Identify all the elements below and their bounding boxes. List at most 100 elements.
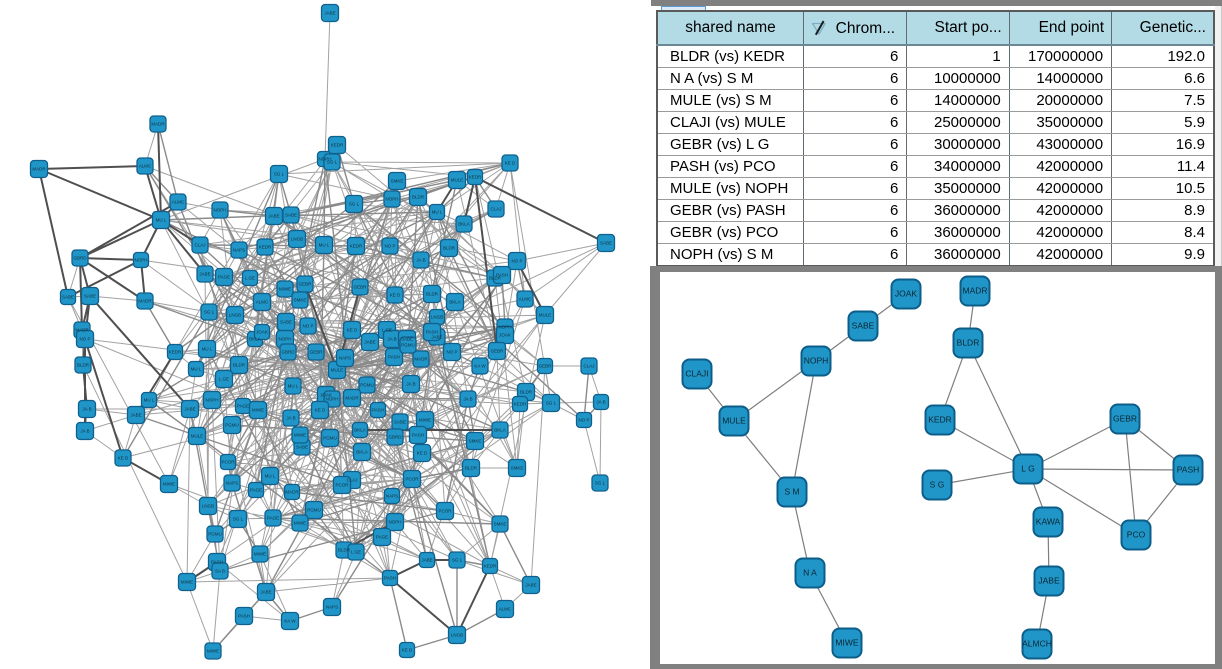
svg-text:PAGE: PAGE [376, 535, 388, 540]
svg-text:ALMC: ALMC [519, 297, 532, 302]
svg-text:MADR: MADR [138, 299, 152, 304]
svg-text:PGMU: PGMU [323, 436, 337, 441]
svg-text:MU L: MU L [265, 474, 276, 479]
svg-text:BKLA: BKLA [494, 428, 506, 433]
svg-text:GEBR: GEBR [354, 285, 368, 290]
svg-text:MIWE: MIWE [294, 433, 306, 438]
svg-text:SMKE: SMKE [391, 179, 404, 184]
svg-text:BLDR: BLDR [412, 195, 425, 200]
svg-text:PASH: PASH [426, 330, 438, 335]
svg-text:SABE: SABE [296, 445, 308, 450]
svg-text:PASH: PASH [496, 273, 508, 278]
svg-text:KE D: KE D [347, 328, 358, 333]
svg-text:ALMC: ALMC [256, 300, 269, 305]
svg-text:JABE: JABE [324, 11, 335, 16]
svg-text:NOPH: NOPH [385, 197, 398, 202]
svg-text:JABE: JABE [364, 340, 375, 345]
svg-text:PGMU: PGMU [360, 383, 374, 388]
svg-text:GBRD: GBRD [281, 350, 295, 355]
svg-text:LNGB: LNGB [291, 237, 303, 242]
svg-text:NO P: NO P [446, 350, 457, 355]
svg-text:PCOR: PCOR [438, 509, 452, 514]
svg-text:JABE: JABE [1038, 576, 1060, 586]
svg-text:GEBR: GEBR [491, 349, 505, 354]
svg-text:L GE: L GE [245, 276, 255, 281]
svg-text:PASH: PASH [1177, 465, 1200, 475]
svg-text:GEBR: GEBR [299, 282, 313, 287]
svg-text:BKLA: BKLA [249, 337, 261, 342]
svg-text:MADR: MADR [962, 286, 987, 296]
svg-text:JABE: JABE [260, 590, 271, 595]
svg-text:MULE: MULE [722, 416, 746, 426]
svg-text:MULE: MULE [451, 178, 464, 183]
svg-text:LNGB: LNGB [229, 313, 241, 318]
svg-text:JABE: JABE [431, 335, 442, 340]
svg-text:SG L: SG L [452, 558, 463, 563]
svg-text:MULE: MULE [539, 313, 552, 318]
svg-text:PAGE: PAGE [267, 516, 279, 521]
svg-text:MIWE: MIWE [163, 482, 175, 487]
svg-text:BLDR: BLDR [443, 246, 456, 251]
svg-text:ALMC: ALMC [499, 607, 512, 612]
svg-text:KEDR: KEDR [928, 415, 952, 425]
svg-text:MU L: MU L [202, 347, 213, 352]
svg-text:PCOR: PCOR [335, 483, 349, 488]
svg-text:GEBR: GEBR [1113, 414, 1137, 424]
svg-text:PASH: PASH [372, 408, 384, 413]
svg-text:SA B: SA B [215, 569, 225, 574]
svg-text:NOPH: NOPH [325, 397, 338, 402]
svg-text:SG L: SG L [546, 401, 557, 406]
svg-text:MADR: MADR [285, 490, 299, 495]
svg-text:MULE: MULE [191, 434, 204, 439]
svg-text:BLDR: BLDR [465, 466, 478, 471]
svg-text:NO P: NO P [511, 259, 522, 264]
svg-text:KA W: KA W [474, 364, 486, 369]
svg-text:PCOR: PCOR [221, 460, 235, 465]
svg-text:PGMU: PGMU [208, 532, 222, 537]
svg-text:CLAJ: CLAJ [346, 478, 357, 483]
svg-text:BLDR: BLDR [77, 363, 90, 368]
svg-text:NOPH: NOPH [388, 520, 401, 525]
svg-text:NOPH: NOPH [498, 325, 511, 330]
svg-text:JOAK: JOAK [256, 330, 268, 335]
svg-text:KE D: KE D [402, 648, 413, 653]
svg-text:MU L: MU L [288, 384, 299, 389]
svg-text:MIWE: MIWE [254, 552, 266, 557]
svg-text:MADR: MADR [151, 122, 165, 127]
svg-text:GBRD: GBRD [388, 435, 402, 440]
svg-text:CLAJ: CLAJ [490, 207, 501, 212]
svg-text:KEDR: KEDR [331, 143, 344, 148]
svg-text:LNGB: LNGB [431, 315, 443, 320]
svg-text:SMKE: SMKE [511, 466, 524, 471]
svg-text:PCO: PCO [1127, 530, 1146, 540]
svg-text:SG L: SG L [327, 160, 338, 165]
svg-text:KE D: KE D [505, 161, 516, 166]
svg-text:MU L: MU L [432, 210, 443, 215]
svg-text:KA W: KA W [284, 619, 296, 624]
svg-text:PGMU: PGMU [401, 343, 415, 348]
svg-text:N A: N A [803, 568, 817, 578]
svg-text:PASH: PASH [388, 355, 400, 360]
svg-text:NOPH: NOPH [804, 356, 829, 366]
svg-text:SABE: SABE [600, 241, 612, 246]
svg-text:BKLA: BKLA [458, 222, 470, 227]
svg-text:NAPS: NAPS [233, 248, 245, 253]
svg-text:JABE: JABE [199, 272, 210, 277]
svg-text:BKLA: BKLA [354, 428, 366, 433]
svg-text:SABE: SABE [401, 337, 413, 342]
svg-text:CLAJ: CLAJ [583, 364, 594, 369]
svg-text:CLAJI: CLAJI [685, 369, 708, 379]
svg-text:PASH: PASH [384, 576, 396, 581]
svg-text:CLAJ: CLAJ [194, 243, 205, 248]
svg-text:MU L: MU L [144, 398, 155, 403]
svg-text:NO P: NO P [302, 324, 313, 329]
svg-text:JOAK: JOAK [320, 393, 332, 398]
svg-text:MADR: MADR [32, 167, 46, 172]
svg-text:JABE: JABE [130, 413, 141, 418]
svg-text:SABE: SABE [852, 321, 875, 331]
svg-text:MADR: MADR [75, 328, 89, 333]
svg-text:BKLA: BKLA [356, 450, 368, 455]
svg-text:PASH: PASH [238, 614, 250, 619]
svg-text:LNGB: LNGB [202, 504, 214, 509]
svg-text:KE D: KE D [417, 451, 428, 456]
